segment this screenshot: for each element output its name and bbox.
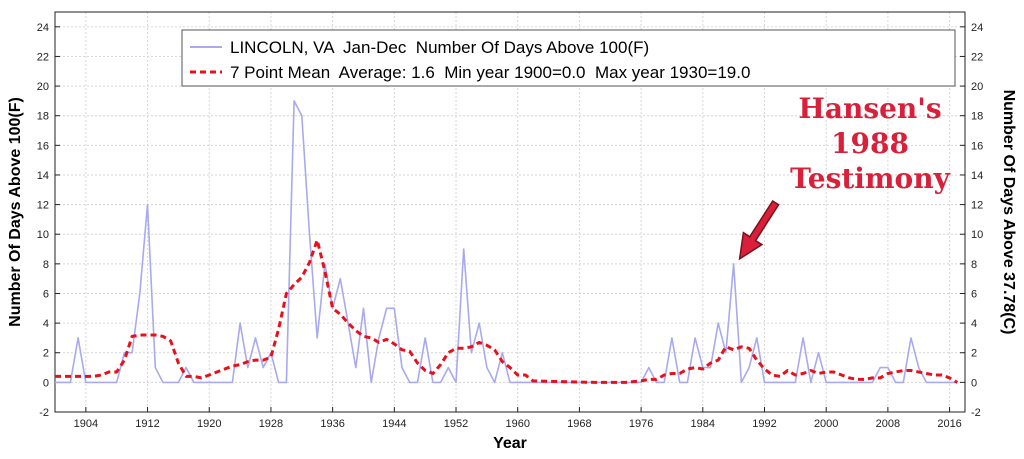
legend-box	[181, 29, 956, 87]
y-tick-label-left: 0	[43, 377, 49, 389]
annotation-arrow-icon	[738, 199, 780, 261]
x-tick-label: 1904	[74, 418, 98, 430]
y-tick-label-right: 20	[971, 81, 983, 93]
grid	[55, 12, 965, 413]
y-tick-label-right: 14	[971, 170, 983, 182]
y-tick-label-left: 2	[43, 348, 49, 360]
x-tick-label: 1944	[382, 418, 406, 430]
y-tick-label-right: 10	[971, 229, 983, 241]
y-axis-title-left: Number Of Days Above 100(F)	[7, 97, 24, 327]
y-tick-label-right: 24	[971, 22, 983, 34]
y-tick-label-left: 16	[37, 140, 49, 152]
x-tick-label: 1936	[320, 418, 344, 430]
annotation-line-3: Testimony	[790, 162, 950, 195]
annotation: Hansen's 1988 Testimony	[738, 92, 951, 261]
x-tick-label: 1992	[752, 418, 776, 430]
series-line-2	[55, 238, 959, 384]
y-tick-label-right: 18	[971, 111, 983, 123]
y-tick-label-left: 6	[43, 288, 49, 300]
y-tick-label-left: 24	[37, 22, 49, 34]
y-tick-label-right: 6	[971, 288, 977, 300]
legend-label-series-2: 7 Point Mean Average: 1.6 Min year 1900=…	[230, 63, 750, 82]
annotation-line-1: Hansen's	[798, 92, 941, 125]
y-tick-label-left: 20	[37, 81, 49, 93]
y-tick-label-left: 4	[43, 318, 49, 330]
y-tick-label-right: 16	[971, 140, 983, 152]
y-tick-label-right: 22	[971, 51, 983, 63]
legend-label-series-1: LINCOLN, VA Jan-Dec Number Of Days Above…	[230, 38, 649, 57]
legend: LINCOLN, VA Jan-Dec Number Of Days Above…	[181, 29, 956, 87]
x-tick-label: 1912	[135, 418, 159, 430]
x-axis-title: Year	[493, 435, 527, 452]
x-tick-label: 1928	[259, 418, 283, 430]
x-tick-label: 1976	[629, 418, 653, 430]
y-tick-label-right: 12	[971, 200, 983, 212]
x-ticks: 1904 1912 1920 1928 1936 1944 1952 1960 1968 1976…	[74, 407, 962, 430]
y-tick-label-left: 22	[37, 51, 49, 63]
annotation-line-2: 1988	[831, 127, 909, 160]
y-tick-label-left: 12	[37, 200, 49, 212]
y-tick-label-right: 4	[971, 318, 977, 330]
y-tick-label-left: 8	[43, 259, 49, 271]
y-tick-label-left: -2	[39, 407, 49, 419]
y-tick-label-right: 8	[971, 259, 977, 271]
x-tick-label: 1952	[444, 418, 468, 430]
x-tick-label: 1968	[567, 418, 591, 430]
series-line-1	[55, 100, 958, 384]
y-tick-label-left: 14	[37, 170, 49, 182]
y-tick-label-right: 2	[971, 348, 977, 360]
y-tick-label-right: 0	[971, 377, 977, 389]
y-tick-label-right: -2	[971, 407, 981, 419]
y-tick-label-left: 18	[37, 111, 49, 123]
x-tick-label: 1920	[197, 418, 221, 430]
x-tick-label: 1984	[691, 418, 715, 430]
y-axis-title-right: Number Of Days Above 37.78(C)	[1000, 90, 1017, 335]
y-tick-label-left: 10	[37, 229, 49, 241]
x-tick-label: 2016	[937, 418, 961, 430]
x-tick-label: 2008	[876, 418, 900, 430]
x-tick-label: 2000	[814, 418, 838, 430]
plot-frame	[54, 11, 966, 413]
x-tick-label: 1960	[505, 418, 529, 430]
series-layer	[55, 100, 959, 384]
